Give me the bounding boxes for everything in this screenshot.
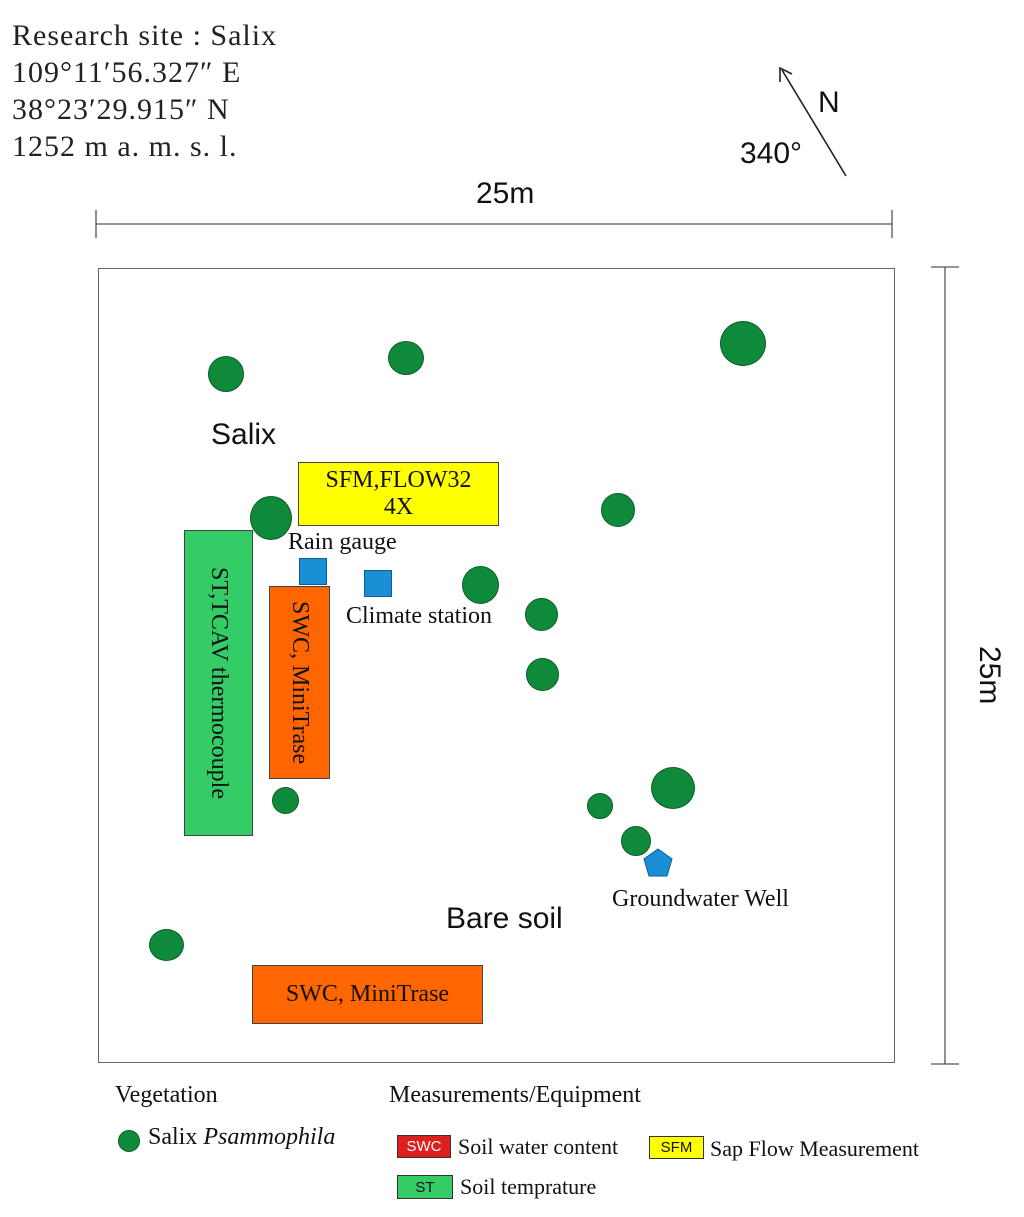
- plot-boundary: [98, 268, 895, 1063]
- site-name: Research site : Salix: [12, 19, 278, 52]
- soil-water-box-vertical-label: SWC, MiniTrase: [287, 600, 313, 765]
- salix-tree-marker: [208, 356, 244, 392]
- height-label: 25m: [973, 646, 1006, 705]
- legend-vegetation-prefix: Salix: [148, 1124, 204, 1150]
- legend-swc-code: SWC: [406, 1138, 442, 1155]
- salix-area-label: Salix: [211, 418, 277, 451]
- salix-tree-marker: [462, 566, 499, 604]
- site-elevation: 1252 m a. m. s. l.: [12, 130, 238, 163]
- legend-st-code: ST: [415, 1178, 435, 1196]
- rain-gauge-icon: [299, 558, 327, 585]
- site-latitude: 38°23′29.915″ N: [12, 93, 230, 126]
- salix-tree-marker: [621, 826, 651, 856]
- legend-sfm-swatch: SFM: [649, 1136, 704, 1159]
- north-arrow-icon: [779, 66, 847, 177]
- legend-st-swatch: ST: [397, 1175, 453, 1199]
- salix-tree-marker: [388, 341, 424, 375]
- legend-sfm-label: Sap Flow Measurement: [710, 1136, 919, 1161]
- rain-gauge-label: Rain gauge: [288, 529, 397, 555]
- salix-tree-marker: [149, 929, 184, 961]
- salix-tree-marker: [525, 598, 558, 631]
- soil-water-box-vertical: SWC, MiniTrase: [269, 586, 330, 779]
- legend-vegetation-title: Vegetation: [115, 1082, 218, 1108]
- legend-vegetation-item: Salix Psammophila: [148, 1124, 335, 1151]
- salix-tree-marker: [272, 787, 299, 814]
- soil-temperature-box: ST,TCAV thermocouple: [184, 530, 253, 836]
- soil-water-box-horizontal: SWC, MiniTrase: [252, 965, 483, 1024]
- site-longitude: 109°11′56.327″ E: [12, 56, 242, 89]
- salix-tree-marker: [720, 321, 766, 366]
- sap-flow-box-line1: SFM,FLOW32: [325, 467, 472, 493]
- salix-tree-marker: [526, 658, 559, 691]
- bare-soil-label: Bare soil: [446, 902, 563, 935]
- sap-flow-box: SFM,FLOW32 4X: [298, 462, 499, 526]
- legend-swc-swatch: SWC: [397, 1135, 451, 1158]
- legend-tree-icon: [118, 1130, 140, 1152]
- salix-tree-marker: [601, 493, 635, 527]
- north-label: N: [818, 86, 840, 119]
- climate-station-icon: [364, 570, 392, 597]
- legend-sfm-code: SFM: [660, 1139, 693, 1156]
- north-angle: 340°: [740, 137, 803, 170]
- legend-st-label: Soil temprature: [460, 1174, 597, 1199]
- legend-measurements-title: Measurements/Equipment: [389, 1082, 641, 1108]
- legend-swc-label: Soil water content: [458, 1134, 619, 1159]
- width-dimension-line: [95, 210, 893, 238]
- width-label: 25m: [476, 177, 535, 210]
- height-dimension-line: [931, 266, 959, 1065]
- legend-vegetation-italic: Psammophila: [203, 1124, 336, 1150]
- sap-flow-box-line2: 4X: [383, 494, 414, 520]
- groundwater-well-icon: [643, 848, 673, 877]
- soil-temperature-box-label: ST,TCAV thermocouple: [206, 567, 232, 799]
- soil-water-box-horizontal-label: SWC, MiniTrase: [285, 981, 450, 1007]
- climate-station-label: Climate station: [346, 603, 492, 629]
- groundwater-well-label: Groundwater Well: [612, 886, 789, 912]
- salix-tree-marker: [587, 793, 613, 819]
- salix-tree-marker: [651, 767, 695, 809]
- salix-tree-marker: [250, 496, 292, 540]
